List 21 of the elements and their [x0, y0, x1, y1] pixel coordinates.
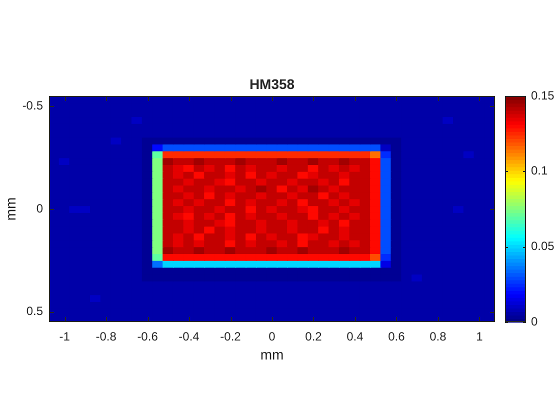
- y-tick-label: 0: [36, 201, 44, 216]
- x-tick-label: 0.8: [430, 330, 447, 344]
- color-bar-label: 0.05: [531, 238, 555, 253]
- x-tick-label: -0.4: [178, 330, 200, 344]
- x-tick-label: 1: [476, 330, 484, 344]
- x-tick-label: 0: [268, 330, 276, 344]
- color-bar-label: 0.15: [531, 88, 555, 102]
- y-tick-label: -0.5: [22, 98, 44, 113]
- chart-title: HM358: [249, 76, 295, 92]
- color-bar-label: 0.1: [531, 164, 548, 178]
- y-tick-label: 0.5: [26, 304, 44, 318]
- x-tick-label: 0.2: [305, 330, 322, 344]
- x-tick-label: -0.6: [137, 330, 158, 344]
- x-tick-label: 0.6: [388, 330, 406, 344]
- x-tick-label: -0.8: [96, 330, 117, 344]
- x-tick-label: -0.2: [220, 330, 242, 344]
- color-bar-label: 0: [531, 314, 538, 328]
- x-axis-title: mm: [260, 346, 284, 362]
- y-axis-title: mm: [2, 197, 18, 221]
- x-tick-label: 0.4: [346, 330, 364, 344]
- x-tick-label: -1: [59, 330, 70, 344]
